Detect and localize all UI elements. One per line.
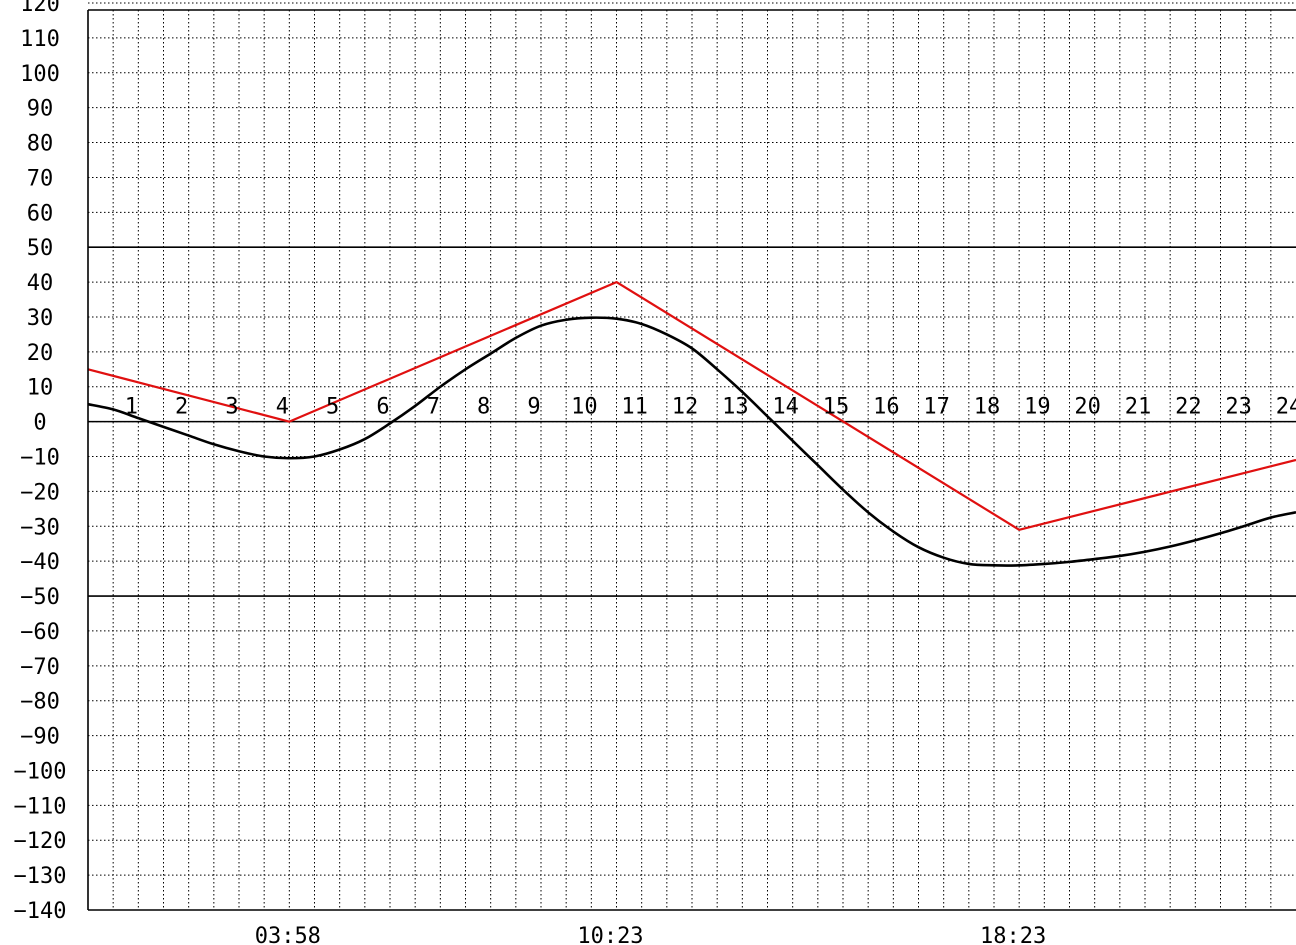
hour-label: 14 bbox=[772, 395, 799, 420]
y-tick-label: −50 bbox=[20, 585, 60, 610]
y-tick-label: 30 bbox=[27, 306, 54, 331]
hour-labels: 1 2 3 4 5 6 7 8 9 10 11 12 13 14 15 16 17 18 19 20 21 22 23 24 bbox=[125, 395, 1296, 420]
hour-label: 3 bbox=[225, 395, 238, 420]
hour-label: 5 bbox=[326, 395, 339, 420]
y-tick-label: 100 bbox=[20, 62, 60, 87]
y-tick-label: 90 bbox=[27, 97, 54, 122]
y-tick-label: −10 bbox=[20, 446, 60, 471]
hour-label: 8 bbox=[477, 395, 490, 420]
y-tick-label: 0 bbox=[33, 411, 46, 436]
y-tick-label: 60 bbox=[27, 201, 54, 226]
y-tick-label: 20 bbox=[27, 341, 54, 366]
hour-label: 9 bbox=[527, 395, 540, 420]
y-tick-label: −90 bbox=[20, 725, 60, 750]
y-tick-label: 40 bbox=[27, 271, 54, 296]
time-label: 03:58 bbox=[255, 924, 321, 945]
hour-label: 10 bbox=[571, 395, 598, 420]
hour-label: 13 bbox=[722, 395, 749, 420]
y-tick-label: 10 bbox=[27, 376, 54, 401]
hour-label: 6 bbox=[376, 395, 389, 420]
y-tick-label: −120 bbox=[14, 829, 67, 854]
y-tick-label: 110 bbox=[20, 27, 60, 52]
y-tick-label: 70 bbox=[27, 166, 54, 191]
series-curve bbox=[87, 316, 1296, 567]
series-layer bbox=[87, 280, 1296, 567]
time-labels: 03:58 10:23 18:23 bbox=[255, 924, 1047, 945]
hour-label: 22 bbox=[1175, 395, 1202, 420]
y-tick-label: −60 bbox=[20, 620, 60, 645]
series-polyline bbox=[87, 280, 1296, 531]
hour-label: 18 bbox=[974, 395, 1001, 420]
hour-label: 12 bbox=[672, 395, 699, 420]
y-axis-ticks: 1201101009080706050403020100−10−20−30−40… bbox=[14, 0, 67, 924]
y-tick-label: 80 bbox=[27, 132, 54, 157]
hour-label: 24 bbox=[1276, 395, 1296, 420]
hour-label: 20 bbox=[1074, 395, 1101, 420]
hour-label: 15 bbox=[823, 395, 850, 420]
reference-lines bbox=[88, 246, 1296, 597]
y-tick-label: −140 bbox=[14, 899, 67, 924]
y-tick-label: −20 bbox=[20, 480, 60, 505]
hour-label: 16 bbox=[873, 395, 900, 420]
time-label: 10:23 bbox=[577, 924, 643, 945]
y-tick-label: −70 bbox=[20, 655, 60, 680]
y-tick-label: −100 bbox=[14, 759, 67, 784]
hour-label: 19 bbox=[1024, 395, 1051, 420]
hour-label: 4 bbox=[276, 395, 289, 420]
hour-label: 17 bbox=[923, 395, 950, 420]
y-tick-label: −80 bbox=[20, 690, 60, 715]
hour-label: 7 bbox=[427, 395, 440, 420]
plot-frame bbox=[87, 9, 1296, 911]
hour-label: 23 bbox=[1225, 395, 1252, 420]
hour-label: 11 bbox=[621, 395, 648, 420]
time-label: 18:23 bbox=[980, 924, 1046, 945]
y-tick-label: 50 bbox=[27, 236, 54, 261]
y-tick-label: −40 bbox=[20, 550, 60, 575]
y-tick-label: −110 bbox=[14, 794, 67, 819]
hour-label: 1 bbox=[125, 395, 138, 420]
hour-label: 21 bbox=[1125, 395, 1152, 420]
y-tick-label: 120 bbox=[20, 0, 60, 17]
y-tick-label: −30 bbox=[20, 515, 60, 540]
y-tick-label: −130 bbox=[14, 864, 67, 889]
hour-label: 2 bbox=[175, 395, 188, 420]
